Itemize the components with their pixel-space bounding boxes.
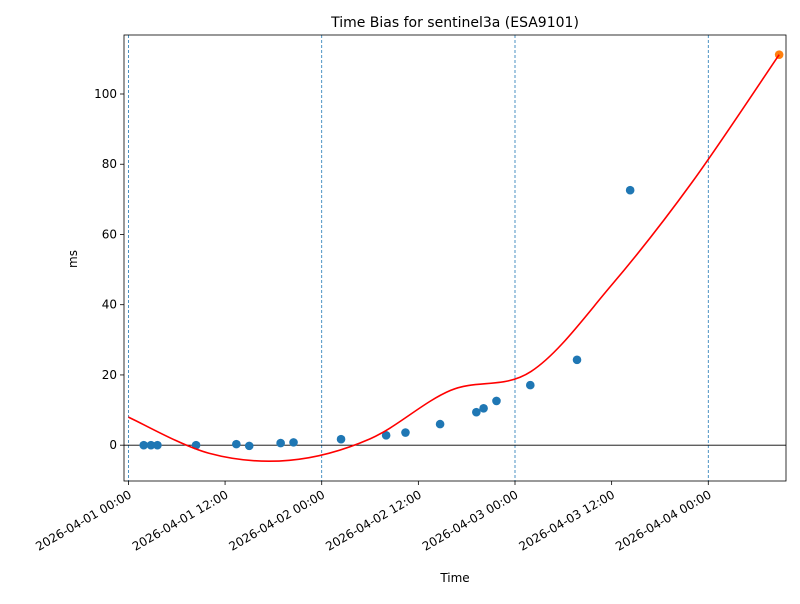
data-point (401, 428, 410, 437)
data-point (289, 438, 298, 447)
data-point (572, 355, 582, 365)
plot-frame (123, 34, 787, 482)
data-point (244, 441, 254, 451)
data-point (381, 431, 391, 440)
fit-curve (128, 54, 780, 462)
data-point (479, 404, 488, 413)
y-tick-label: 80 (102, 157, 117, 171)
data-point (435, 419, 445, 429)
y-axis-label: ms (66, 250, 80, 268)
y-tick-label: 100 (94, 87, 117, 101)
data-point (146, 440, 156, 450)
data-point (232, 439, 241, 449)
y-tick-label: 60 (102, 227, 117, 241)
data-point (276, 438, 285, 448)
data-point (492, 396, 501, 406)
data-point (526, 380, 535, 390)
y-tick-label: 40 (102, 298, 117, 312)
data-point (336, 434, 346, 444)
y-tick-label: 20 (102, 368, 117, 382)
data-point (472, 407, 481, 417)
chart-title: Time Bias for sentinel3a (ESA9101) (330, 15, 579, 31)
data-point (139, 440, 149, 450)
y-tick-label: 0 (109, 438, 117, 452)
x-axis-label: Time (439, 571, 469, 585)
data-point (153, 440, 162, 450)
data-point (625, 185, 635, 195)
